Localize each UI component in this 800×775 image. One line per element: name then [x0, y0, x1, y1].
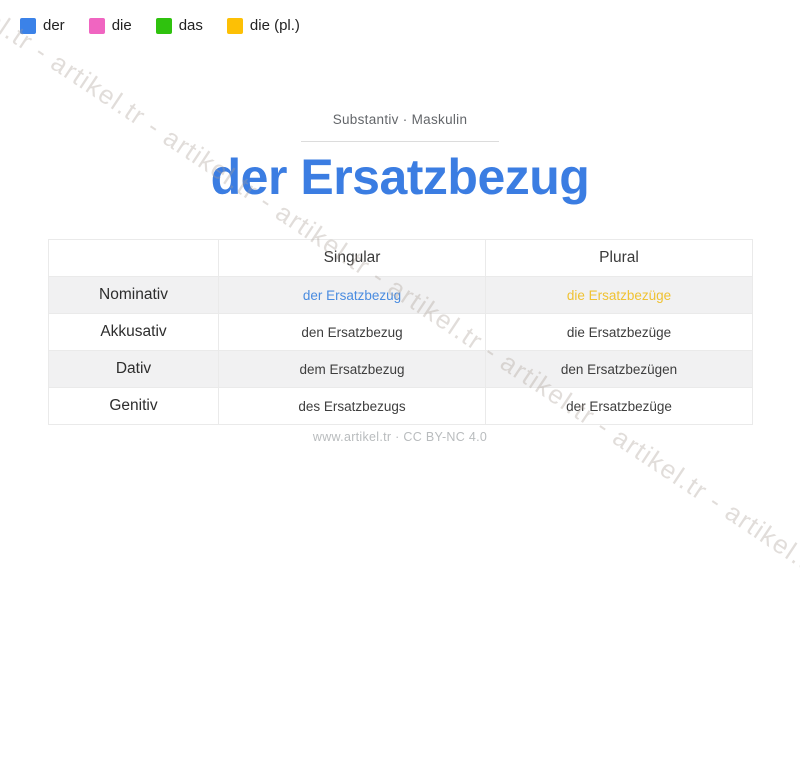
case-label-dativ: Dativ: [48, 350, 219, 388]
attribution-footer: www.artikel.tr · CC BY-NC 4.0: [312, 430, 488, 444]
declension-table-wrap: Singular Plural Nominativ der Ersatzbezu…: [48, 239, 753, 425]
table-row-dativ: Dativ dem Ersatzbezug den Ersatzbezügen: [48, 350, 753, 388]
genitiv-singular: des Ersatzbezugs: [218, 387, 486, 425]
legend-item-der: der: [20, 17, 65, 34]
legend-label-die: die: [111, 17, 132, 34]
table-header-row: Singular Plural: [48, 239, 753, 277]
das-color-swatch: [155, 17, 172, 34]
dativ-singular: dem Ersatzbezug: [218, 350, 486, 388]
word-type-header: Substantiv · Maskulin: [0, 106, 800, 142]
nominativ-plural: die Ersatzbezüge: [485, 276, 753, 314]
declension-table: Singular Plural Nominativ der Ersatzbezu…: [48, 239, 753, 425]
case-label-akkusativ: Akkusativ: [48, 313, 219, 351]
legend-label-der: der: [43, 17, 65, 34]
akkusativ-plural: die Ersatzbezüge: [485, 313, 753, 351]
legend-item-die-plural: die (pl.): [226, 17, 300, 34]
die-color-swatch: [88, 17, 105, 34]
table-header-singular: Singular: [218, 239, 486, 277]
legend-label-die-plural: die (pl.): [249, 17, 300, 34]
case-label-genitiv: Genitiv: [48, 387, 219, 425]
table-row-nominativ: Nominativ der Ersatzbezug die Ersatzbezü…: [48, 276, 753, 314]
table-header-empty: [48, 239, 219, 277]
nominativ-singular: der Ersatzbezug: [218, 276, 486, 314]
legend-label-das: das: [178, 17, 203, 34]
table-header-plural: Plural: [485, 239, 753, 277]
die-plural-color-swatch: [226, 17, 243, 34]
table-row-genitiv: Genitiv des Ersatzbezugs der Ersatzbezüg…: [48, 387, 753, 425]
dativ-plural: den Ersatzbezügen: [485, 350, 753, 388]
genitiv-plural: der Ersatzbezüge: [485, 387, 753, 425]
word-type-subtitle: Substantiv · Maskulin: [300, 106, 500, 142]
table-row-akkusativ: Akkusativ den Ersatzbezug die Ersatzbezü…: [48, 313, 753, 351]
legend-item-die: die: [88, 17, 132, 34]
akkusativ-singular: den Ersatzbezug: [218, 313, 486, 351]
article-color-legend: der die das die (pl.): [20, 17, 300, 34]
case-label-nominativ: Nominativ: [48, 276, 219, 314]
page-title: der Ersatzbezug: [210, 149, 590, 205]
legend-item-das: das: [155, 17, 203, 34]
der-color-swatch: [20, 17, 36, 34]
